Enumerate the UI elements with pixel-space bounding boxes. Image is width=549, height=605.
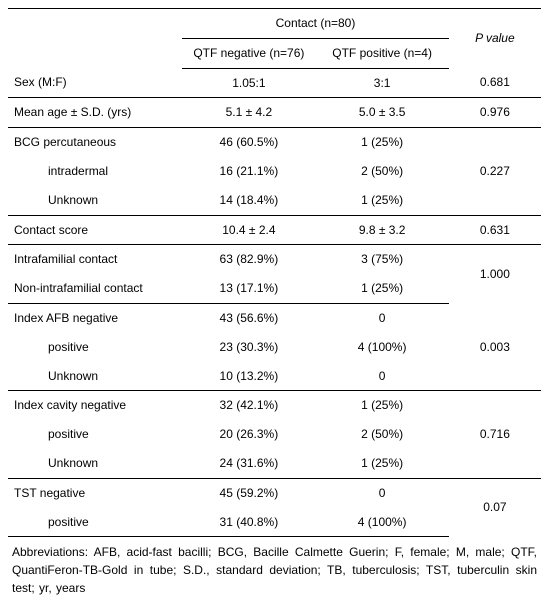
header-contact-group: Contact (n=80) [182, 9, 449, 39]
cell-pos: 5.0 ± 3.5 [316, 98, 449, 128]
cell-neg: 32 (42.1%) [182, 391, 315, 420]
header-qtf-negative: QTF negative (n=76) [182, 38, 315, 68]
row-label: Sex (M:F) [8, 68, 182, 98]
table-body: Sex (M:F)1.05:13:10.681 Mean age ± S.D. (… [8, 68, 541, 537]
cell-neg: 31 (40.8%) [182, 508, 315, 537]
header-qtf-positive: QTF positive (n=4) [316, 38, 449, 68]
cell-neg: 43 (56.6%) [182, 303, 315, 332]
cell-pos: 9.8 ± 3.2 [316, 215, 449, 245]
cell-pvalue [449, 391, 541, 420]
row-label: BCG percutaneous [8, 128, 182, 157]
cell-pos: 1 (25%) [316, 186, 449, 215]
study-table: Contact (n=80) P value QTF negative (n=7… [8, 8, 541, 537]
row-label: positive [8, 420, 182, 449]
cell-pos: 3 (75%) [316, 245, 449, 274]
row-label: Mean age ± S.D. (yrs) [8, 98, 182, 128]
cell-neg: 13 (17.1%) [182, 274, 315, 303]
cell-pvalue: 1.000 [449, 245, 541, 304]
row-label: positive [8, 508, 182, 537]
cell-neg: 46 (60.5%) [182, 128, 315, 157]
cell-pos: 0 [316, 478, 449, 507]
cell-pvalue [449, 186, 541, 215]
cell-neg: 63 (82.9%) [182, 245, 315, 274]
cell-pvalue: 0.003 [449, 333, 541, 362]
cell-neg: 24 (31.6%) [182, 449, 315, 478]
cell-pvalue [449, 362, 541, 391]
cell-pvalue: 0.07 [449, 478, 541, 537]
cell-pvalue: 0.681 [449, 68, 541, 98]
cell-neg: 14 (18.4%) [182, 186, 315, 215]
header-blank [8, 9, 182, 69]
cell-pvalue: 0.631 [449, 215, 541, 245]
row-label: Intrafamilial contact [8, 245, 182, 274]
cell-neg: 45 (59.2%) [182, 478, 315, 507]
abbreviations: Abbreviations: AFB, acid-fast bacilli; B… [8, 543, 541, 597]
cell-pvalue: 0.227 [449, 157, 541, 186]
cell-pos: 2 (50%) [316, 157, 449, 186]
cell-neg: 23 (30.3%) [182, 333, 315, 362]
cell-neg: 10.4 ± 2.4 [182, 215, 315, 245]
cell-pos: 2 (50%) [316, 420, 449, 449]
cell-pos: 1 (25%) [316, 128, 449, 157]
cell-pos: 4 (100%) [316, 333, 449, 362]
row-label: Non-intrafamilial contact [8, 274, 182, 303]
row-label: intradermal [8, 157, 182, 186]
cell-pvalue: 0.976 [449, 98, 541, 128]
row-label: positive [8, 333, 182, 362]
cell-pos: 0 [316, 362, 449, 391]
row-label: TST negative [8, 478, 182, 507]
cell-neg: 5.1 ± 4.2 [182, 98, 315, 128]
cell-pos: 0 [316, 303, 449, 332]
cell-pvalue [449, 303, 541, 332]
cell-pos: 1 (25%) [316, 449, 449, 478]
cell-pos: 1 (25%) [316, 391, 449, 420]
row-label: Contact score [8, 215, 182, 245]
cell-neg: 1.05:1 [182, 68, 315, 98]
row-label: Unknown [8, 186, 182, 215]
cell-pvalue [449, 449, 541, 478]
cell-pos: 4 (100%) [316, 508, 449, 537]
header-pvalue: P value [449, 9, 541, 69]
cell-neg: 20 (26.3%) [182, 420, 315, 449]
cell-pvalue [449, 128, 541, 157]
cell-pvalue: 0.716 [449, 420, 541, 449]
row-label: Index cavity negative [8, 391, 182, 420]
cell-pos: 3:1 [316, 68, 449, 98]
row-label: Unknown [8, 362, 182, 391]
cell-pos: 1 (25%) [316, 274, 449, 303]
cell-neg: 10 (13.2%) [182, 362, 315, 391]
header-pvalue-text: P value [475, 31, 515, 45]
row-label: Unknown [8, 449, 182, 478]
row-label: Index AFB negative [8, 303, 182, 332]
cell-neg: 16 (21.1%) [182, 157, 315, 186]
